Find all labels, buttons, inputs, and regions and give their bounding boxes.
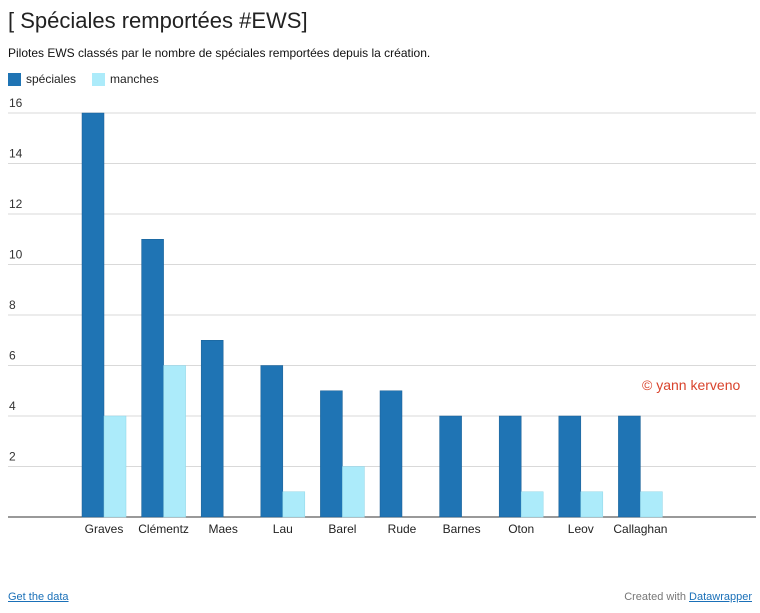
bar-speciales (498, 415, 522, 518)
chart-title: [ Spéciales remportées #EWS] (8, 8, 308, 33)
bar-speciales (558, 415, 582, 518)
y-tick-label: 4 (9, 399, 16, 413)
x-tick-label: Callaghan (613, 522, 667, 536)
bar-manches (282, 491, 306, 518)
y-tick-label: 2 (9, 450, 16, 464)
chart-subtitle: Pilotes EWS classés par le nombre de spé… (8, 46, 431, 60)
legend: spéciales manches (8, 72, 175, 86)
bar-speciales (379, 390, 403, 518)
legend-swatch-speciales (8, 72, 21, 86)
bar-manches (103, 415, 127, 518)
y-tick-label: 10 (9, 248, 23, 262)
y-tick-label: 8 (9, 298, 16, 312)
x-tick-label: Leov (568, 522, 594, 536)
credit: Created with Datawrapper (624, 591, 752, 603)
y-tick-label: 6 (9, 349, 16, 363)
bar-speciales (200, 340, 224, 518)
get-data-link[interactable]: Get the data (8, 591, 69, 603)
x-tick-label: Graves (85, 522, 124, 536)
copyright-watermark: © yann kerveno (642, 377, 741, 393)
x-tick-label: Barel (328, 522, 356, 536)
x-tick-label: Oton (508, 522, 534, 536)
y-tick-label: 16 (9, 96, 23, 110)
legend-label-speciales: spéciales (26, 72, 77, 86)
y-tick-label: 14 (9, 147, 23, 161)
legend-item-speciales: spéciales (8, 72, 76, 86)
bar-speciales (439, 415, 462, 518)
bar-manches (640, 491, 663, 518)
y-tick-label: 12 (9, 197, 23, 211)
datawrapper-link[interactable]: Datawrapper (689, 591, 752, 603)
bar-speciales (320, 390, 343, 518)
x-tick-label: Clémentz (138, 522, 189, 536)
x-tick-label: Lau (273, 522, 293, 536)
bar-speciales (618, 415, 641, 518)
bar-speciales (141, 239, 164, 518)
legend-label-manches: manches (110, 72, 159, 86)
bar-speciales (81, 112, 105, 518)
bar-manches (163, 365, 186, 518)
bar-manches (520, 491, 544, 518)
bar-speciales (260, 365, 284, 518)
x-tick-label: Rude (388, 522, 417, 536)
bar-manches (342, 466, 365, 518)
legend-item-manches: manches (92, 72, 159, 86)
x-tick-label: Barnes (443, 522, 481, 536)
legend-swatch-manches (92, 72, 106, 86)
credit-text: Created with (624, 591, 686, 603)
x-tick-label: Maes (209, 522, 238, 536)
bar-manches (580, 491, 604, 518)
